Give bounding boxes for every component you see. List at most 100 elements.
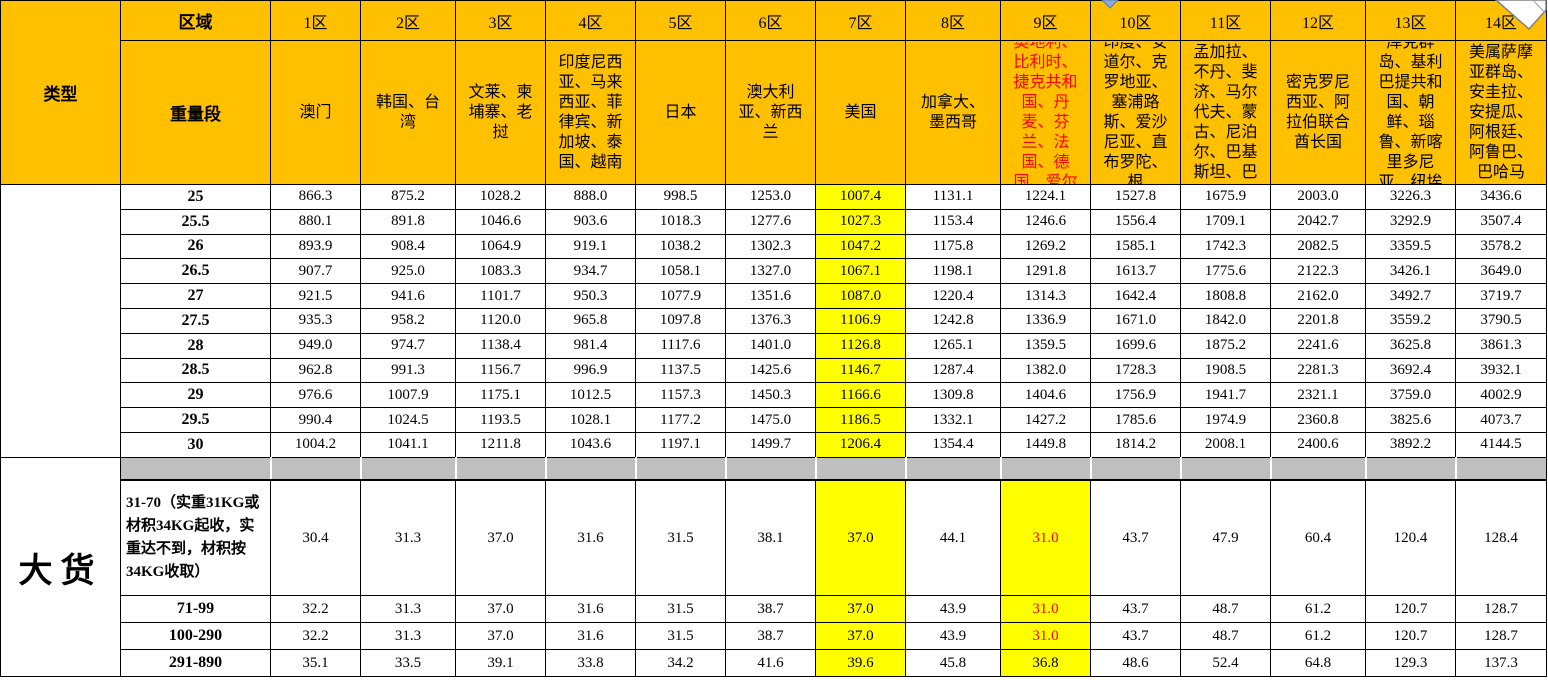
rate-cell[interactable]: 1101.7 — [455, 283, 546, 309]
rate-cell[interactable]: 1018.3 — [635, 208, 726, 235]
rate-cell[interactable]: 128.4 — [1455, 479, 1547, 597]
rate-cell[interactable]: 31.3 — [360, 622, 456, 651]
weight-cell[interactable]: 27 — [120, 283, 271, 309]
rate-cell[interactable]: 2042.7 — [1270, 208, 1366, 235]
zone-id-header-11[interactable]: 11区 — [1180, 0, 1271, 41]
rate-cell[interactable]: 1475.0 — [725, 407, 816, 433]
rate-cell[interactable]: 3790.5 — [1455, 307, 1547, 334]
rate-cell[interactable]: 935.3 — [270, 307, 361, 334]
rate-cell[interactable]: 1027.3 — [815, 208, 906, 235]
rate-cell[interactable]: 1175.8 — [905, 233, 1001, 260]
rate-cell[interactable]: 1376.3 — [725, 307, 816, 334]
rate-cell[interactable]: 137.3 — [1455, 649, 1547, 678]
zone-id-header-6[interactable]: 6区 — [725, 0, 816, 41]
rate-cell[interactable]: 4002.9 — [1455, 382, 1547, 409]
rate-cell[interactable]: 1585.1 — [1090, 233, 1181, 260]
rate-cell[interactable]: 39.6 — [815, 649, 906, 678]
rate-cell[interactable]: 907.7 — [270, 258, 361, 285]
rate-cell[interactable]: 31.3 — [360, 595, 456, 624]
rate-cell[interactable]: 120.7 — [1365, 622, 1456, 651]
rate-cell[interactable]: 2281.3 — [1270, 357, 1366, 384]
weight-cell[interactable]: 28 — [120, 332, 271, 359]
rate-cell[interactable]: 1814.2 — [1090, 431, 1181, 458]
weight-cell[interactable]: 30 — [120, 431, 271, 458]
rate-cell[interactable]: 1007.9 — [360, 382, 456, 409]
rate-cell[interactable]: 1046.6 — [455, 208, 546, 235]
rate-cell[interactable]: 37.0 — [455, 479, 546, 597]
zone-id-header-9[interactable]: 9区 — [1000, 0, 1091, 41]
rate-cell[interactable]: 908.4 — [360, 233, 456, 260]
zone-id-header-5[interactable]: 5区 — [635, 0, 726, 41]
rate-cell[interactable]: 36.8 — [1000, 649, 1091, 678]
zone-countries-14[interactable]: 美属萨摩亚群岛、安圭拉、安提瓜、阿根廷、阿鲁巴、巴哈马 — [1455, 40, 1547, 185]
rate-cell[interactable]: 1083.3 — [455, 258, 546, 285]
rate-cell[interactable]: 1756.9 — [1090, 382, 1181, 409]
rate-cell[interactable]: 31.0 — [1000, 479, 1091, 597]
zone-id-header-1[interactable]: 1区 — [270, 0, 361, 41]
region-header-cell[interactable]: 区域 — [120, 0, 271, 41]
rate-cell[interactable]: 1067.1 — [815, 258, 906, 285]
rate-cell[interactable]: 4073.7 — [1455, 407, 1547, 433]
rate-cell[interactable]: 921.5 — [270, 283, 361, 309]
rate-cell[interactable]: 1246.6 — [1000, 208, 1091, 235]
rate-cell[interactable]: 3892.2 — [1365, 431, 1456, 458]
rate-cell[interactable]: 1699.6 — [1090, 332, 1181, 359]
rate-cell[interactable]: 3292.9 — [1365, 208, 1456, 235]
rate-cell[interactable]: 3359.5 — [1365, 233, 1456, 260]
rate-cell[interactable]: 965.8 — [545, 307, 636, 334]
rate-cell[interactable]: 3932.1 — [1455, 357, 1547, 384]
rate-cell[interactable]: 128.7 — [1455, 622, 1547, 651]
rate-cell[interactable]: 875.2 — [360, 184, 456, 210]
weight-header-cell[interactable]: 重量段 — [120, 40, 271, 185]
rate-cell[interactable]: 1908.5 — [1180, 357, 1271, 384]
rate-cell[interactable]: 1220.4 — [905, 283, 1001, 309]
rate-cell[interactable]: 1175.1 — [455, 382, 546, 409]
rate-cell[interactable]: 1024.5 — [360, 407, 456, 433]
rate-cell[interactable]: 1120.0 — [455, 307, 546, 334]
rate-cell[interactable]: 1277.6 — [725, 208, 816, 235]
rate-cell[interactable]: 3759.0 — [1365, 382, 1456, 409]
rate-cell[interactable]: 43.9 — [905, 622, 1001, 651]
rate-cell[interactable]: 41.6 — [725, 649, 816, 678]
weight-cell[interactable]: 71-99 — [120, 595, 271, 624]
weight-cell[interactable]: 31-70（实重31KG或材积34KG起收，实重达不到，材积按34KG收取） — [120, 479, 271, 597]
weight-cell[interactable]: 28.5 — [120, 357, 271, 384]
rate-cell[interactable]: 31.6 — [545, 479, 636, 597]
rate-cell[interactable]: 1206.4 — [815, 431, 906, 458]
rate-cell[interactable]: 45.8 — [905, 649, 1001, 678]
rate-cell[interactable]: 1131.1 — [905, 184, 1001, 210]
rate-cell[interactable]: 61.2 — [1270, 622, 1366, 651]
rate-cell[interactable]: 1269.2 — [1000, 233, 1091, 260]
rate-cell[interactable]: 38.7 — [725, 622, 816, 651]
rate-cell[interactable]: 1007.4 — [815, 184, 906, 210]
rate-cell[interactable]: 976.6 — [270, 382, 361, 409]
rate-cell[interactable]: 1556.4 — [1090, 208, 1181, 235]
rate-cell[interactable]: 891.8 — [360, 208, 456, 235]
rate-cell[interactable]: 120.4 — [1365, 479, 1456, 597]
rate-cell[interactable]: 3226.3 — [1365, 184, 1456, 210]
rate-cell[interactable]: 2008.1 — [1180, 431, 1271, 458]
rate-cell[interactable]: 981.4 — [545, 332, 636, 359]
rate-cell[interactable]: 1291.8 — [1000, 258, 1091, 285]
rate-cell[interactable]: 32.2 — [270, 622, 361, 651]
rate-cell[interactable]: 1427.2 — [1000, 407, 1091, 433]
zone-countries-13[interactable]: 库克群岛、基利巴提共和国、朝鲜、瑙鲁、新喀里多尼亚、纽埃 — [1365, 40, 1456, 185]
rate-cell[interactable]: 1117.6 — [635, 332, 726, 359]
rate-cell[interactable]: 31.6 — [545, 622, 636, 651]
zone-countries-4[interactable]: 印度尼西亚、马来西亚、菲律宾、新加坡、泰国、越南 — [545, 40, 636, 185]
rate-cell[interactable]: 44.1 — [905, 479, 1001, 597]
rate-cell[interactable]: 1354.4 — [905, 431, 1001, 458]
rate-cell[interactable]: 1242.8 — [905, 307, 1001, 334]
rate-cell[interactable]: 991.3 — [360, 357, 456, 384]
weight-cell[interactable]: 25.5 — [120, 208, 271, 235]
rate-cell[interactable]: 1709.1 — [1180, 208, 1271, 235]
rate-cell[interactable]: 2162.0 — [1270, 283, 1366, 309]
rate-cell[interactable]: 1186.5 — [815, 407, 906, 433]
rate-cell[interactable]: 37.0 — [815, 595, 906, 624]
rate-cell[interactable]: 32.2 — [270, 595, 361, 624]
rate-cell[interactable]: 2321.1 — [1270, 382, 1366, 409]
rate-cell[interactable]: 1404.6 — [1000, 382, 1091, 409]
rate-cell[interactable]: 893.9 — [270, 233, 361, 260]
zone-id-header-4[interactable]: 4区 — [545, 0, 636, 41]
rate-cell[interactable]: 3507.4 — [1455, 208, 1547, 235]
